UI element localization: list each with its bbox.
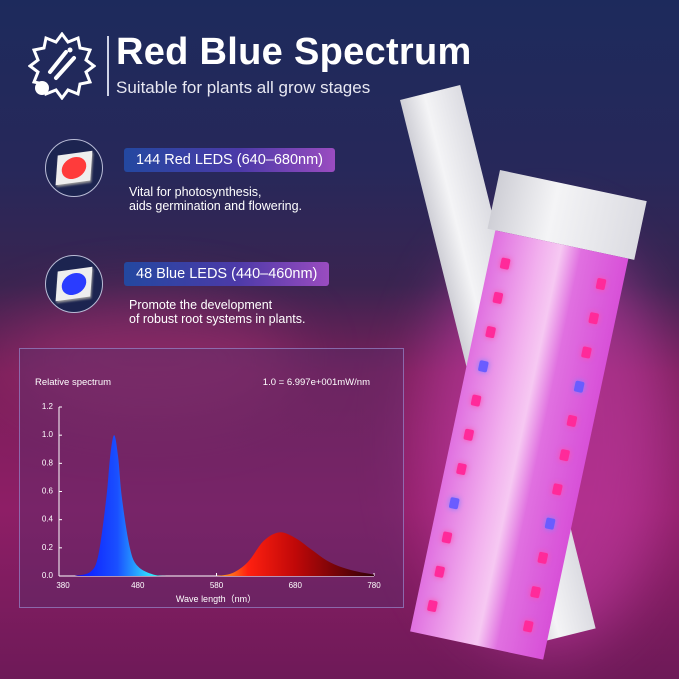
y-tick-label: 0.0 xyxy=(42,571,54,580)
description-line: aids germination and flowering. xyxy=(129,199,303,213)
red-leds-description: Vital for photosynthesis, aids germinatio… xyxy=(129,185,302,213)
blue-leds-description: Promote the development of robust root sy… xyxy=(129,298,305,326)
y-tick-label: 1.2 xyxy=(42,402,54,411)
spectrum-chart-svg: Relative spectrum 1.0 = 6.997e+001mW/nm … xyxy=(35,377,381,604)
y-tick-label: 1.0 xyxy=(42,430,54,439)
blue-led-icon xyxy=(45,255,103,313)
y-tick-label: 0.2 xyxy=(42,543,54,552)
x-axis-label: Wave length（nm） xyxy=(176,594,256,604)
description-line: of robust root systems in plants. xyxy=(129,312,306,326)
blue-spectrum-area xyxy=(74,435,170,576)
chart-annotation: 1.0 = 6.997e+001mW/nm xyxy=(263,377,370,388)
blue-leds-label: 48 Blue LEDS (440–460nm) xyxy=(124,262,330,286)
background-glow xyxy=(0,300,300,420)
y-tick-label: 0.8 xyxy=(42,458,54,467)
red-led-icon xyxy=(45,139,103,197)
y-tick-label: 0.4 xyxy=(42,515,54,524)
page-subtitle: Suitable for plants all grow stages xyxy=(116,78,371,97)
spectrum-chart: Relative spectrum 1.0 = 6.997e+001mW/nm … xyxy=(19,348,404,608)
x-tick-label: 380 xyxy=(56,581,70,590)
description-line: Promote the development xyxy=(129,298,273,312)
red-leds-label: 144 Red LEDS (640–680nm) xyxy=(124,148,336,172)
description-line: Vital for photosynthesis, xyxy=(129,185,262,199)
chart-title: Relative spectrum xyxy=(35,377,111,388)
x-tick-label: 480 xyxy=(131,581,145,590)
x-tick-label: 780 xyxy=(367,581,381,590)
red-spectrum-area xyxy=(216,532,374,576)
page-title: Red Blue Spectrum xyxy=(116,31,472,73)
title-divider xyxy=(107,36,109,96)
x-tick-label: 580 xyxy=(210,581,224,590)
sun-bulb-icon xyxy=(28,32,96,100)
x-tick-label: 680 xyxy=(289,581,303,590)
y-tick-label: 0.6 xyxy=(42,487,54,496)
